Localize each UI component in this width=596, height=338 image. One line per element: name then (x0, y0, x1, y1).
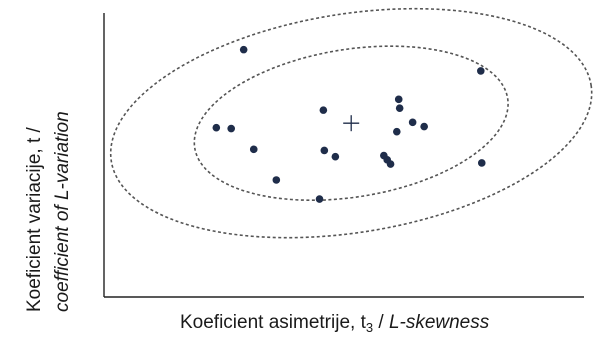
data-point-3 (394, 95, 403, 104)
data-point-5 (319, 106, 328, 114)
inner-ellipse (193, 45, 509, 202)
center-marker (343, 115, 360, 132)
data-point-18 (272, 176, 281, 184)
data-point-8 (212, 123, 221, 132)
data-point-6 (408, 118, 417, 127)
y-axis-label: Koeficient variacije, t / coefficient of… (24, 111, 73, 312)
data-point-13 (331, 152, 340, 161)
data-point-1 (239, 45, 248, 54)
data-point-2 (477, 67, 485, 75)
data-point-17 (477, 159, 486, 167)
y-axis-label-line1: Koeficient variacije, t / (24, 126, 45, 312)
data-point-4 (395, 104, 404, 112)
data-point-19 (315, 195, 324, 203)
data-points (212, 45, 486, 203)
data-point-11 (249, 145, 258, 154)
data-point-7 (420, 122, 428, 131)
data-point-12 (320, 146, 329, 155)
y-axis-label-line2: coefficient of L-variation (52, 111, 73, 312)
data-point-9 (227, 124, 235, 133)
data-point-10 (393, 127, 401, 136)
axes (103, 13, 584, 298)
confidence-ellipses (109, 7, 593, 239)
outer-ellipse (109, 7, 593, 239)
data-point-16 (386, 160, 395, 168)
x-axis-label: Koeficient asimetrije, t3 / L-skewness (180, 312, 490, 335)
